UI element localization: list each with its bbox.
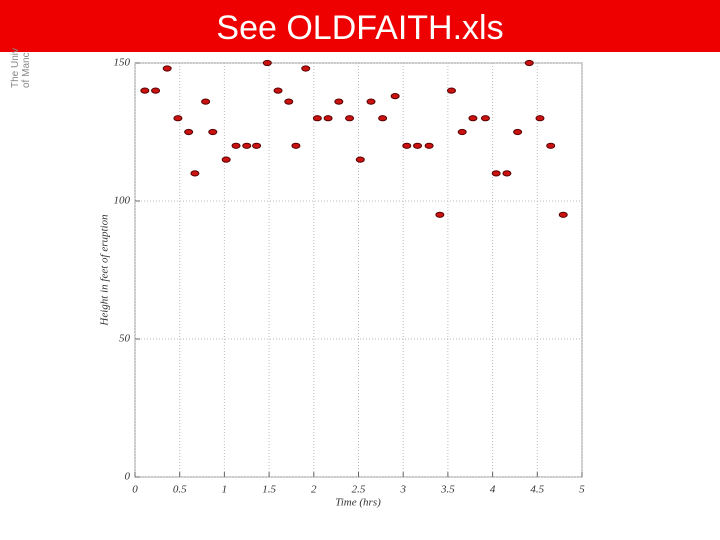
point	[513, 128, 523, 136]
point	[524, 59, 534, 67]
point	[252, 142, 262, 149]
x-tick-label: 4.5	[530, 484, 544, 496]
y-tick-label: 50	[119, 333, 131, 345]
point	[390, 93, 400, 100]
point	[424, 142, 434, 149]
point	[312, 115, 322, 122]
point	[334, 98, 344, 105]
point	[491, 170, 501, 177]
logo: The Univ of Manc	[10, 48, 32, 88]
point	[535, 115, 545, 122]
logo-line: of Manc	[21, 52, 32, 88]
point	[151, 87, 161, 94]
point	[291, 142, 301, 149]
slide-title: See OLDFAITH.xls	[0, 0, 720, 52]
y-tick-label: 100	[114, 195, 131, 207]
point	[221, 156, 231, 163]
y-axis-label: Height in feet of eruption	[99, 214, 111, 327]
point	[184, 128, 194, 136]
x-axis-label: Time (hrs)	[335, 497, 381, 509]
point	[345, 115, 355, 122]
point	[480, 115, 490, 122]
x-tick-label: 0	[132, 484, 138, 496]
point	[242, 142, 252, 149]
x-tick-label: 5	[579, 484, 585, 496]
point	[140, 87, 150, 94]
point	[208, 128, 218, 136]
y-tick-label: 150	[114, 57, 131, 69]
x-tick-label: 2.5	[352, 484, 366, 496]
point	[446, 87, 456, 94]
point	[413, 142, 423, 149]
point	[190, 170, 200, 177]
x-tick-label: 1	[222, 484, 228, 496]
x-tick-label: 4	[490, 484, 496, 496]
x-tick-label: 3	[399, 484, 406, 496]
x-tick-label: 2	[311, 484, 317, 496]
point	[355, 156, 365, 163]
y-tick-label: 0	[125, 471, 131, 483]
point	[402, 142, 412, 149]
point	[162, 65, 172, 72]
point	[366, 98, 376, 105]
point	[457, 128, 467, 136]
point	[435, 211, 445, 218]
point	[284, 98, 294, 105]
point	[323, 115, 333, 122]
point	[378, 115, 388, 122]
point	[262, 59, 272, 67]
x-tick-label: 0.5	[173, 484, 187, 496]
point	[201, 98, 211, 105]
point	[546, 142, 556, 149]
x-tick-label: 3.5	[440, 484, 455, 496]
point	[231, 142, 241, 149]
logo-line: The Univ	[10, 47, 21, 88]
point	[558, 211, 568, 218]
point	[502, 170, 512, 177]
x-tick-label: 1.5	[262, 484, 276, 496]
point	[468, 115, 478, 122]
point	[301, 65, 311, 72]
point	[173, 115, 183, 122]
point	[273, 87, 283, 94]
